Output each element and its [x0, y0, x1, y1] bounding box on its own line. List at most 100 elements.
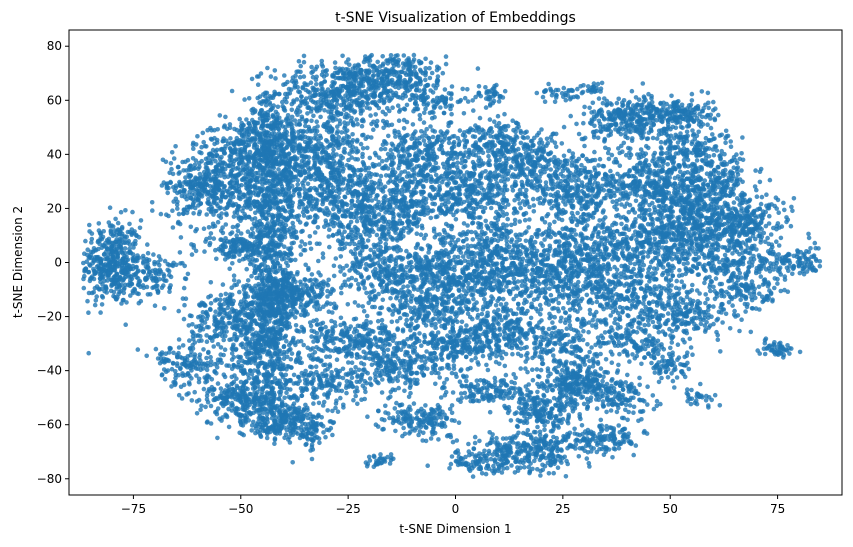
scatter-point — [502, 88, 508, 94]
scatter-point — [378, 173, 384, 179]
scatter-point — [327, 189, 333, 194]
scatter-point — [116, 292, 121, 297]
scatter-point — [597, 156, 603, 162]
scatter-point — [104, 290, 109, 295]
scatter-point — [170, 225, 176, 230]
scatter-point — [342, 125, 347, 131]
scatter-point — [426, 163, 432, 168]
scatter-point — [85, 298, 90, 304]
scatter-point — [215, 203, 220, 208]
scatter-point — [114, 246, 119, 251]
scatter-point — [529, 173, 535, 179]
scatter-point — [417, 141, 423, 146]
scatter-point — [125, 240, 130, 245]
scatter-point — [579, 203, 585, 208]
scatter-point — [404, 102, 410, 108]
scatter-point — [235, 204, 241, 209]
scatter-point — [130, 288, 136, 294]
scatter-point — [236, 161, 242, 166]
scatter-point — [572, 186, 577, 191]
scatter-point — [209, 208, 214, 213]
scatter-point — [360, 154, 365, 160]
scatter-point — [633, 95, 639, 100]
scatter-point — [519, 182, 525, 188]
scatter-point — [315, 100, 321, 105]
scatter-point — [114, 250, 119, 255]
scatter-point — [476, 84, 482, 89]
scatter-point — [369, 100, 375, 105]
scatter-point — [692, 107, 697, 112]
scatter-point — [352, 89, 358, 95]
scatter-point — [96, 221, 102, 226]
scatter-point — [622, 124, 628, 130]
scatter-point — [582, 104, 587, 110]
scatter-point — [413, 64, 418, 70]
scatter-point — [423, 142, 428, 147]
scatter-point — [402, 107, 408, 112]
scatter-point — [101, 252, 107, 257]
scatter-point — [121, 276, 127, 281]
scatter-point — [169, 150, 175, 155]
scatter-point — [337, 87, 343, 92]
scatter-point — [489, 199, 495, 205]
scatter-point — [320, 201, 325, 207]
scatter-point — [423, 56, 428, 62]
scatter-point — [117, 284, 122, 290]
scatter-point — [563, 194, 569, 199]
scatter-point — [620, 100, 625, 105]
scatter-point — [449, 84, 455, 89]
scatter-point — [497, 95, 503, 100]
scatter-point — [394, 183, 400, 188]
scatter-point — [234, 166, 239, 171]
scatter-point — [223, 144, 228, 149]
scatter-point — [309, 64, 314, 70]
scatter-point — [157, 267, 163, 273]
scatter-point — [516, 196, 521, 202]
scatter-point — [255, 82, 261, 87]
scatter-point — [441, 110, 447, 116]
scatter-point — [364, 75, 369, 81]
scatter-point — [412, 142, 417, 147]
scatter-point — [449, 111, 454, 117]
scatter-point — [406, 146, 412, 151]
scatter-point — [222, 206, 227, 212]
scatter-point — [373, 214, 378, 220]
scatter-point — [421, 99, 427, 105]
scatter-point — [438, 129, 444, 134]
scatter-point — [362, 89, 368, 94]
scatter-point — [587, 105, 592, 111]
scatter-point — [148, 292, 153, 297]
scatter-point — [318, 81, 324, 86]
scatter-point — [612, 109, 617, 114]
scatter-point — [564, 189, 569, 194]
scatter-point — [327, 94, 332, 99]
scatter-point — [592, 149, 597, 155]
scatter-point — [113, 239, 118, 245]
scatter-point — [546, 81, 551, 87]
scatter-point — [486, 94, 492, 100]
scatter-point — [234, 210, 240, 215]
scatter-point — [227, 122, 233, 127]
scatter-point — [307, 214, 313, 220]
scatter-point — [191, 140, 196, 146]
scatter-point — [418, 81, 423, 87]
scatter-point — [149, 200, 155, 205]
scatter-point — [353, 146, 359, 151]
scatter-point — [610, 199, 615, 204]
scatter-point — [481, 161, 487, 166]
scatter-point — [340, 246, 345, 252]
scatter-point — [309, 203, 314, 208]
scatter-point — [313, 187, 319, 193]
scatter-point — [316, 258, 321, 264]
scatter-point — [368, 113, 373, 118]
scatter-point — [302, 178, 307, 183]
scatter-point — [330, 233, 336, 238]
scatter-point — [371, 119, 376, 125]
scatter-point — [500, 174, 505, 179]
scatter-point — [465, 99, 471, 104]
scatter-point — [567, 97, 573, 102]
scatter-point — [201, 139, 206, 145]
scatter-point — [348, 205, 354, 211]
scatter-point — [115, 220, 121, 226]
scatter-point — [104, 257, 110, 262]
